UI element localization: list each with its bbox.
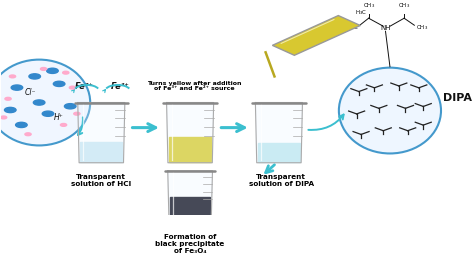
Text: Transparent
solution of DIPA: Transparent solution of DIPA	[248, 173, 314, 186]
Bar	[169, 137, 211, 163]
Text: NH: NH	[380, 25, 391, 31]
Circle shape	[63, 72, 69, 75]
Circle shape	[61, 124, 67, 127]
Circle shape	[16, 123, 27, 128]
Text: CH$_3$: CH$_3$	[363, 1, 375, 10]
Circle shape	[64, 104, 76, 109]
Polygon shape	[78, 103, 125, 163]
Polygon shape	[273, 17, 360, 56]
Text: H⁺: H⁺	[54, 113, 64, 122]
Bar	[258, 143, 300, 163]
Ellipse shape	[339, 68, 441, 154]
Circle shape	[5, 98, 11, 101]
Circle shape	[69, 87, 75, 90]
Circle shape	[74, 113, 80, 116]
Circle shape	[42, 112, 54, 117]
Circle shape	[9, 76, 16, 78]
Text: Cl⁻: Cl⁻	[25, 88, 36, 97]
Text: H$_3$C: H$_3$C	[347, 23, 360, 31]
Bar	[170, 198, 210, 223]
Circle shape	[46, 69, 58, 74]
Circle shape	[11, 86, 23, 91]
Circle shape	[29, 74, 40, 80]
Text: Turns yellow after addition
of Fe³⁺ and Fe²⁺ source: Turns yellow after addition of Fe³⁺ and …	[147, 80, 242, 91]
Text: Formation of
black precipitate
of Fe₃O₄: Formation of black precipitate of Fe₃O₄	[155, 233, 225, 253]
Polygon shape	[168, 171, 212, 223]
Text: CH$_3$: CH$_3$	[416, 23, 428, 31]
Bar	[81, 143, 122, 163]
Text: Fe³⁺: Fe³⁺	[110, 82, 129, 91]
Circle shape	[25, 133, 31, 136]
Polygon shape	[255, 103, 302, 163]
Circle shape	[54, 82, 65, 87]
Circle shape	[33, 101, 45, 106]
Text: Fe²⁺: Fe²⁺	[75, 82, 94, 91]
Circle shape	[0, 117, 7, 119]
Circle shape	[4, 108, 16, 113]
Text: DIPA: DIPA	[443, 92, 472, 102]
Circle shape	[40, 68, 46, 71]
Ellipse shape	[0, 60, 90, 146]
Polygon shape	[166, 103, 214, 163]
Text: CH$_3$: CH$_3$	[398, 1, 410, 10]
Text: Transparent
solution of HCl: Transparent solution of HCl	[71, 173, 131, 186]
Text: H$_3$C: H$_3$C	[355, 8, 367, 17]
